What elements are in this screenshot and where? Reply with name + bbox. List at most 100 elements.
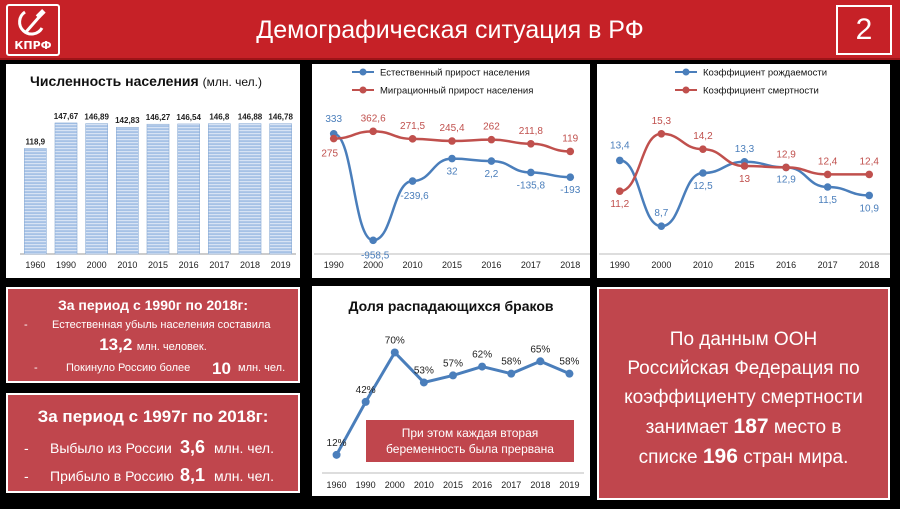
population-unit-text: (млн. чел.) bbox=[202, 75, 262, 89]
abortion-note: При этом каждая вторая беременность была… bbox=[366, 420, 574, 462]
series-value-label: 275 bbox=[321, 149, 338, 160]
population-bar-label: 118,9 bbox=[26, 137, 46, 146]
series-point bbox=[527, 168, 535, 177]
series-point bbox=[657, 222, 666, 230]
series-value-label: 262 bbox=[483, 122, 500, 133]
divorce-value-label: 62% bbox=[472, 350, 492, 361]
summary-1997-line2-text: Прибыло в Россию bbox=[50, 468, 174, 484]
legend-marker bbox=[682, 86, 690, 94]
population-x-tick: 2016 bbox=[179, 260, 199, 270]
series-value-label: 211,8 bbox=[519, 126, 544, 137]
series-value-label: 8,7 bbox=[654, 208, 668, 219]
un-line5-post: стран мира. bbox=[743, 447, 849, 468]
series-point bbox=[566, 147, 575, 156]
population-x-tick: 1960 bbox=[25, 260, 45, 270]
un-mortality-ranking: По данным ООН Российская Федерация по ко… bbox=[597, 287, 890, 500]
series-point bbox=[865, 191, 874, 200]
divorce-x-tick: 2018 bbox=[530, 480, 550, 490]
divorce-x-tick: 1960 bbox=[327, 480, 347, 490]
population-bar bbox=[85, 123, 108, 255]
population-x-tick: 2017 bbox=[209, 260, 229, 270]
series-value-label: 13 bbox=[739, 174, 751, 185]
legend-label: Миграционный прирост населения bbox=[380, 86, 533, 97]
divorce-chart-title: Доля распадающихся браков bbox=[348, 298, 554, 314]
series-point bbox=[865, 170, 874, 179]
legend-marker bbox=[682, 68, 690, 76]
series-value-label: 12,4 bbox=[859, 156, 879, 167]
summary-1990-line1-value-row: 13,2 млн. человек. bbox=[8, 335, 298, 355]
x-tick: 2016 bbox=[776, 260, 796, 270]
population-x-tick: 1990 bbox=[56, 260, 76, 270]
population-bar-label: 146,88 bbox=[238, 113, 263, 122]
un-line3: коэффициенту смертности bbox=[624, 387, 863, 408]
summary-1997-heading: За период с 1997г по 2018г: bbox=[37, 407, 269, 426]
population-chart-title: Численность населения (млн. чел.) bbox=[30, 72, 290, 91]
emigration-value: 10 bbox=[212, 359, 231, 378]
population-chart-panel: Численность населения (млн. чел.) 118,9 1… bbox=[6, 64, 300, 278]
divorce-value-label: 42% bbox=[356, 385, 376, 396]
summary-1990-2018: За период с 1990г по 2018г: - Естественн… bbox=[6, 287, 300, 383]
population-title-text: Численность населения bbox=[30, 73, 199, 89]
series-point bbox=[699, 169, 707, 177]
population-bar bbox=[177, 123, 200, 255]
emigration-unit: млн. чел. bbox=[238, 362, 286, 374]
series-value-label: 13,3 bbox=[735, 144, 755, 155]
logo-text: КПРФ bbox=[14, 39, 52, 52]
population-bar-label: 142,83 bbox=[115, 116, 140, 125]
divorce-value-label: 70% bbox=[385, 335, 405, 346]
migration-chart-panel: 1990 2000 2010 2015 2016 2017 2018 Естественный… bbox=[312, 64, 590, 278]
divorce-value-label: 58% bbox=[501, 357, 521, 368]
divorce-x-tick: 2019 bbox=[559, 480, 579, 490]
population-bar-label: 147,67 bbox=[54, 112, 79, 121]
population-bar bbox=[116, 126, 139, 255]
population-bar bbox=[238, 123, 262, 255]
x-tick: 2018 bbox=[560, 260, 580, 270]
legend-label: Коэффициент рождаемости bbox=[703, 68, 827, 79]
un-line2: Российская Федерация по bbox=[627, 358, 860, 379]
population-x-tick: 2019 bbox=[271, 260, 291, 270]
summary-1990-line1: - Естественная убыль населения составила bbox=[8, 319, 298, 335]
series-value-label: -135,8 bbox=[517, 180, 546, 191]
series-value-label: 2,2 bbox=[484, 169, 498, 180]
divorce-value-label: 12% bbox=[327, 438, 347, 449]
series-value-label: -958,5 bbox=[361, 250, 390, 261]
series-point bbox=[408, 135, 417, 143]
divorce-value-label: 65% bbox=[530, 344, 550, 355]
series-point bbox=[782, 163, 790, 172]
page-title: Демографическая ситуация в РФ bbox=[256, 16, 644, 44]
summary-1997-line2: - Прибыло в Россию 8,1 млн. чел. bbox=[8, 465, 298, 489]
series-value-label: 12,4 bbox=[818, 156, 838, 167]
population-x-tick: 2018 bbox=[240, 260, 260, 270]
series-point bbox=[369, 127, 377, 136]
x-tick: 2017 bbox=[818, 260, 838, 270]
series-value-label: 119 bbox=[562, 133, 578, 144]
x-tick: 2010 bbox=[403, 260, 423, 270]
abortion-note-text: При этом каждая вторая беременность была… bbox=[386, 426, 554, 456]
population-bar bbox=[208, 123, 231, 255]
series-value-label: 245,4 bbox=[439, 123, 464, 134]
un-line4-pre: занимает bbox=[645, 417, 729, 438]
population-bar bbox=[24, 148, 47, 255]
series-point bbox=[487, 157, 496, 165]
divorce-point bbox=[361, 397, 370, 406]
population-bar-label: 146,54 bbox=[176, 113, 201, 122]
series-point bbox=[823, 170, 832, 179]
un-line1: По данным ООН bbox=[669, 329, 818, 350]
divorce-point bbox=[419, 378, 428, 387]
un-line5-pre: списке bbox=[638, 447, 698, 468]
slide-number: 2 bbox=[836, 5, 892, 55]
rates-line-chart: 1990 2000 2010 2015 2016 2017 2018 Коэффициент … bbox=[599, 68, 890, 270]
divorce-point bbox=[390, 348, 399, 357]
x-tick: 2015 bbox=[442, 260, 462, 270]
series-value-label: 12,9 bbox=[776, 149, 796, 160]
population-bar-label: 146,8 bbox=[209, 113, 230, 122]
series-point bbox=[329, 134, 338, 143]
bullet: - bbox=[24, 319, 28, 331]
divorce-value-label: 58% bbox=[559, 357, 579, 368]
left-russia-unit: млн. чел. bbox=[214, 440, 274, 456]
series-value-label: 32 bbox=[446, 167, 458, 178]
population-bar-label: 146,27 bbox=[146, 113, 171, 122]
divorce-x-tick: 2015 bbox=[443, 480, 463, 490]
population-bar bbox=[54, 122, 78, 255]
series-point bbox=[740, 162, 749, 170]
